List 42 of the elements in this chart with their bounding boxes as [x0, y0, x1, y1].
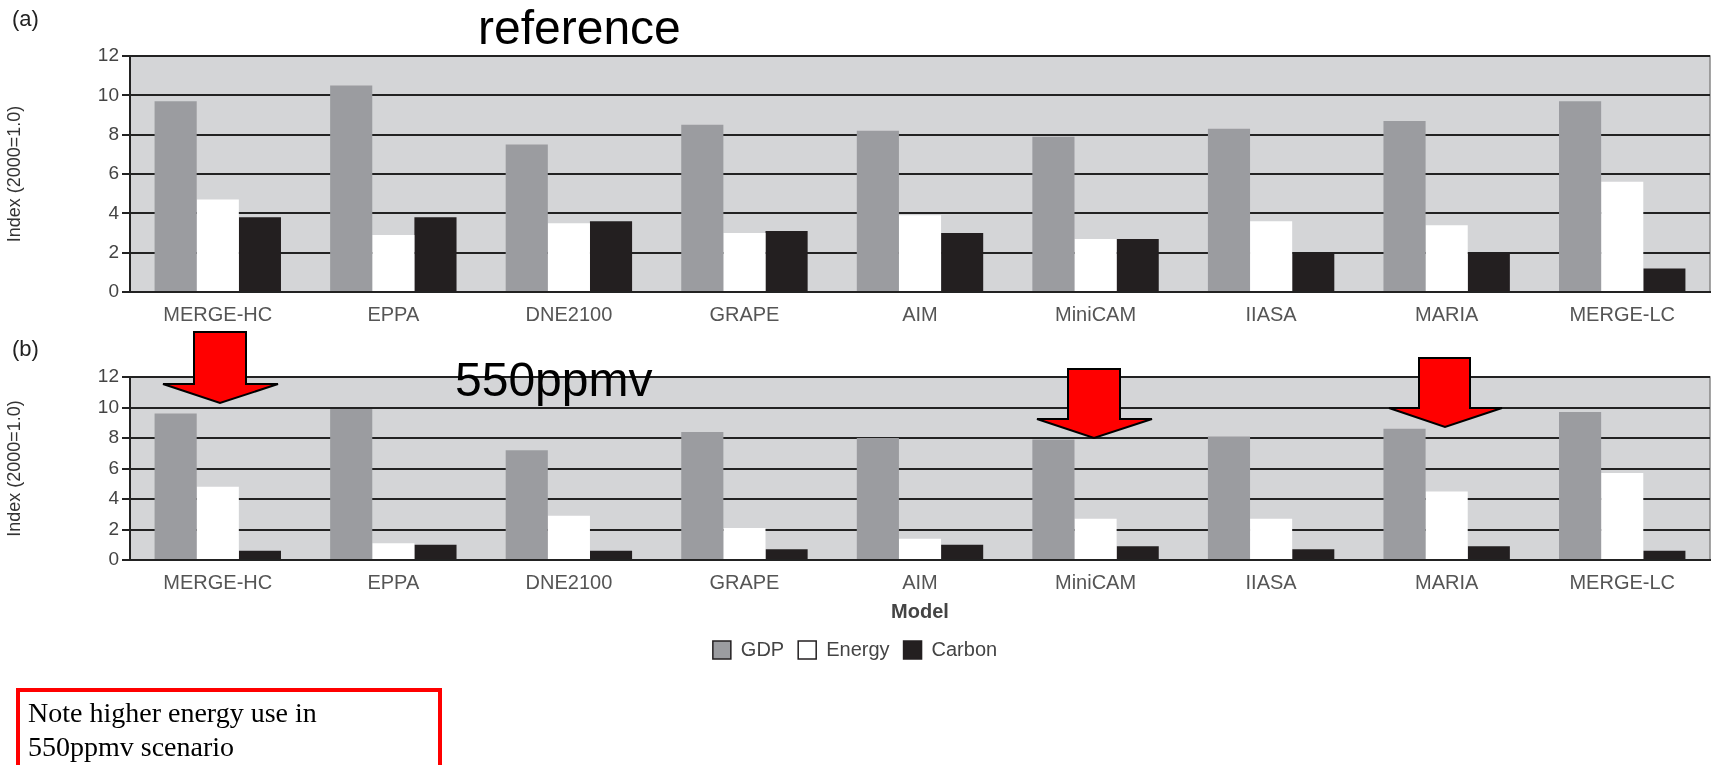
y-tick-label: 0: [108, 280, 119, 302]
x-tick-label: EPPA: [367, 570, 420, 593]
x-tick-label: GRAPE: [709, 570, 780, 593]
y-tick-label: 12: [97, 44, 119, 66]
x-tick-label: EPPA: [367, 302, 420, 325]
y-tick-label: 0: [108, 548, 119, 570]
x-tick-label: MERGE-HC: [163, 302, 273, 325]
chart-title: (a): [12, 6, 39, 32]
y-tick-label: 10: [97, 83, 119, 105]
x-tick-label: MERGE-LC: [1569, 570, 1676, 593]
text: Note higher energy use in 550ppmv scenario: [16, 688, 442, 765]
chart-title: (b): [12, 336, 39, 362]
legend-label: GDP: [740, 637, 785, 660]
y-axis-title: Index (2000=1.0): [3, 105, 24, 243]
x-tick-label: GRAPE: [709, 302, 780, 325]
y-tick-label: 6: [108, 162, 119, 184]
x-tick-label: DNE2100: [525, 570, 613, 593]
x-tick-label: MARIA: [1414, 302, 1479, 325]
y-tick-label: 4: [108, 487, 120, 509]
x-tick-label: DNE2100: [525, 302, 613, 325]
x-tick-label: MARIA: [1414, 570, 1479, 593]
y-tick-label: 4: [108, 201, 120, 223]
x-axis-title: Model: [891, 599, 949, 622]
x-tick-label: AIM: [902, 570, 938, 593]
y-tick-label: 2: [108, 517, 119, 539]
x-tick-label: MiniCAM: [1054, 302, 1137, 325]
y-axis-title: Index (2000=1.0): [3, 400, 24, 537]
x-tick-label: MERGE-HC: [163, 570, 273, 593]
y-tick-label: 6: [108, 456, 119, 478]
legend-label: Carbon: [931, 637, 998, 660]
chart-subtitle: reference: [478, 0, 681, 55]
y-tick-label: 10: [97, 395, 119, 417]
x-tick-label: IIASA: [1245, 570, 1298, 593]
y-tick-label: 8: [108, 122, 119, 144]
x-tick-label: MiniCAM: [1054, 570, 1137, 593]
y-tick-label: 12: [97, 365, 119, 387]
legend-label: Energy: [826, 637, 890, 660]
x-tick-label: AIM: [902, 302, 938, 325]
y-tick-label: 8: [108, 426, 119, 448]
y-tick-label: 2: [108, 240, 119, 262]
x-tick-label: IIASA: [1245, 302, 1298, 325]
x-tick-label: MERGE-LC: [1569, 302, 1676, 325]
